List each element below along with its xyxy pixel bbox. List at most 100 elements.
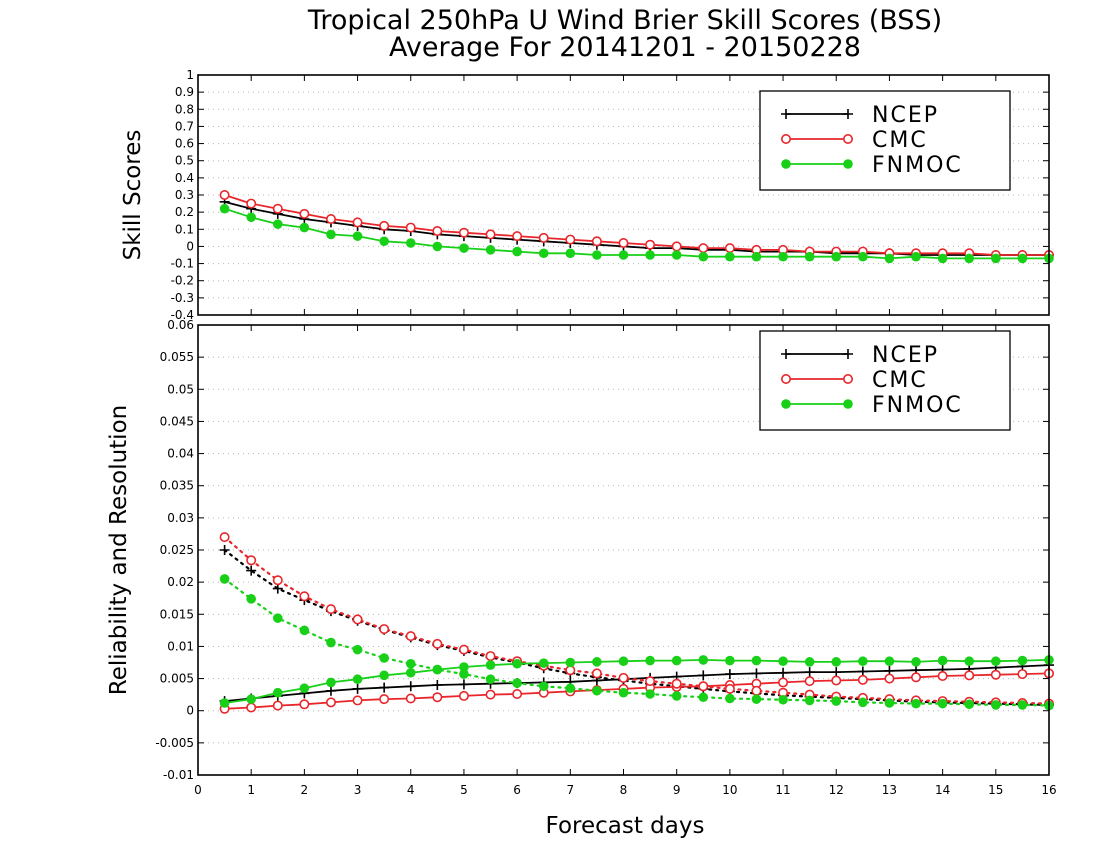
data-point-ncep bbox=[698, 670, 709, 681]
data-point-cmc bbox=[405, 693, 416, 704]
y-tick-label: -0.005 bbox=[155, 736, 194, 750]
data-point-fnmoc bbox=[592, 657, 602, 667]
data-point-ncep bbox=[379, 682, 390, 693]
data-point-cmc bbox=[671, 678, 682, 689]
y-tick-label: 0.7 bbox=[175, 119, 194, 133]
data-point-fnmoc bbox=[272, 219, 283, 229]
y-tick-label: -0.01 bbox=[163, 768, 194, 782]
legend-marker-cmc bbox=[780, 134, 791, 145]
data-point-fnmoc bbox=[565, 657, 576, 668]
data-point-fnmoc bbox=[326, 677, 336, 688]
data-point-fnmoc bbox=[991, 253, 1001, 264]
data-point-fnmoc bbox=[485, 674, 496, 685]
legend-label-cmc: CMC bbox=[872, 128, 928, 153]
data-point-fnmoc bbox=[937, 253, 948, 264]
data-point-fnmoc bbox=[219, 203, 230, 214]
data-point-fnmoc bbox=[671, 655, 682, 666]
y-tick-label: 0.03 bbox=[167, 511, 194, 525]
data-point-fnmoc bbox=[512, 246, 522, 257]
legend-marker-cmc bbox=[842, 373, 853, 384]
data-point-fnmoc bbox=[299, 683, 310, 694]
data-point-ncep bbox=[325, 685, 336, 696]
y-tick-label: 0.015 bbox=[160, 607, 194, 621]
data-point-cmc bbox=[272, 203, 283, 214]
data-point-fnmoc bbox=[352, 674, 363, 685]
data-point-cmc bbox=[1017, 669, 1028, 680]
legend-marker-fnmoc bbox=[843, 399, 853, 409]
x-tick-label: 6 bbox=[513, 783, 521, 797]
data-point-cmc bbox=[485, 689, 496, 700]
y-tick-label: 0.05 bbox=[167, 382, 194, 396]
legend-marker-cmc bbox=[780, 373, 791, 384]
y-tick-label: -0.1 bbox=[171, 257, 194, 271]
data-point-cmc bbox=[246, 702, 257, 713]
data-point-fnmoc bbox=[1017, 700, 1028, 710]
x-tick-label: 7 bbox=[566, 783, 574, 797]
data-point-cmc bbox=[618, 672, 629, 683]
legend-marker-cmc bbox=[842, 134, 853, 145]
data-point-cmc bbox=[432, 226, 443, 237]
data-point-fnmoc bbox=[565, 683, 576, 694]
legend-label-ncep: NCEP bbox=[872, 103, 939, 128]
data-point-fnmoc bbox=[778, 694, 788, 705]
data-point-cmc bbox=[246, 555, 257, 566]
data-point-fnmoc bbox=[538, 248, 549, 259]
plot-frame bbox=[197, 324, 1050, 776]
data-point-fnmoc bbox=[485, 660, 496, 670]
data-point-cmc bbox=[432, 638, 443, 649]
data-point-fnmoc bbox=[459, 662, 469, 672]
y-tick-label: 0.01 bbox=[167, 639, 194, 653]
data-point-fnmoc bbox=[299, 222, 310, 233]
data-point-ncep bbox=[857, 666, 868, 677]
y-tick-label: 0.2 bbox=[175, 205, 194, 219]
plot-panel: -0.4 -0.3 -0.2 -0.1 0 0.1 0.2 0.3 0.4 0.5 0.6 0.7 0.… bbox=[171, 68, 1055, 322]
data-point-cmc bbox=[512, 688, 523, 699]
data-point-fnmoc bbox=[272, 613, 283, 623]
data-point-fnmoc bbox=[884, 698, 895, 708]
data-point-fnmoc bbox=[485, 245, 496, 255]
data-point-cmc bbox=[219, 190, 230, 201]
y-tick-label: 0.5 bbox=[175, 154, 194, 168]
data-point-fnmoc bbox=[884, 656, 895, 667]
y-tick-label: 0.8 bbox=[175, 102, 194, 116]
data-point-cmc bbox=[618, 238, 629, 249]
data-point-cmc bbox=[884, 673, 895, 684]
data-point-fnmoc bbox=[1017, 655, 1028, 666]
data-point-fnmoc bbox=[964, 656, 975, 667]
y-tick-label: 0 bbox=[186, 704, 194, 718]
data-point-ncep bbox=[219, 545, 230, 555]
legend-label-ncep: NCEP bbox=[872, 343, 939, 368]
data-point-fnmoc bbox=[1017, 253, 1028, 264]
data-point-ncep bbox=[432, 680, 443, 690]
data-point-fnmoc bbox=[804, 657, 815, 667]
data-point-fnmoc bbox=[911, 698, 921, 709]
data-point-cmc bbox=[299, 591, 310, 602]
data-point-fnmoc bbox=[858, 656, 868, 667]
data-point-fnmoc bbox=[804, 695, 815, 706]
data-point-fnmoc bbox=[459, 243, 469, 253]
chart-subtitle: Average For 20141201 - 20150228 bbox=[389, 32, 861, 63]
x-tick-label: 15 bbox=[988, 783, 1003, 797]
data-point-fnmoc bbox=[911, 657, 921, 667]
y-tick-label: -0.2 bbox=[171, 274, 194, 288]
data-point-cmc bbox=[405, 631, 416, 642]
x-tick-label: 11 bbox=[775, 783, 790, 797]
data-point-fnmoc bbox=[698, 692, 709, 703]
legend-marker-fnmoc bbox=[843, 159, 853, 169]
chart-title: Tropical 250hPa U Wind Brier Skill Score… bbox=[307, 5, 942, 36]
legend-marker-fnmoc bbox=[781, 159, 791, 169]
data-point-fnmoc bbox=[272, 687, 283, 698]
y-tick-label: 0.055 bbox=[160, 350, 194, 364]
data-point-fnmoc bbox=[618, 656, 629, 667]
data-point-fnmoc bbox=[937, 655, 948, 666]
data-point-ncep bbox=[458, 679, 469, 690]
x-tick-label: 2 bbox=[301, 783, 309, 797]
data-point-fnmoc bbox=[858, 251, 868, 262]
data-point-fnmoc bbox=[379, 670, 389, 681]
data-point-fnmoc bbox=[379, 236, 389, 247]
data-point-cmc bbox=[272, 700, 283, 711]
data-point-ncep bbox=[724, 669, 735, 680]
